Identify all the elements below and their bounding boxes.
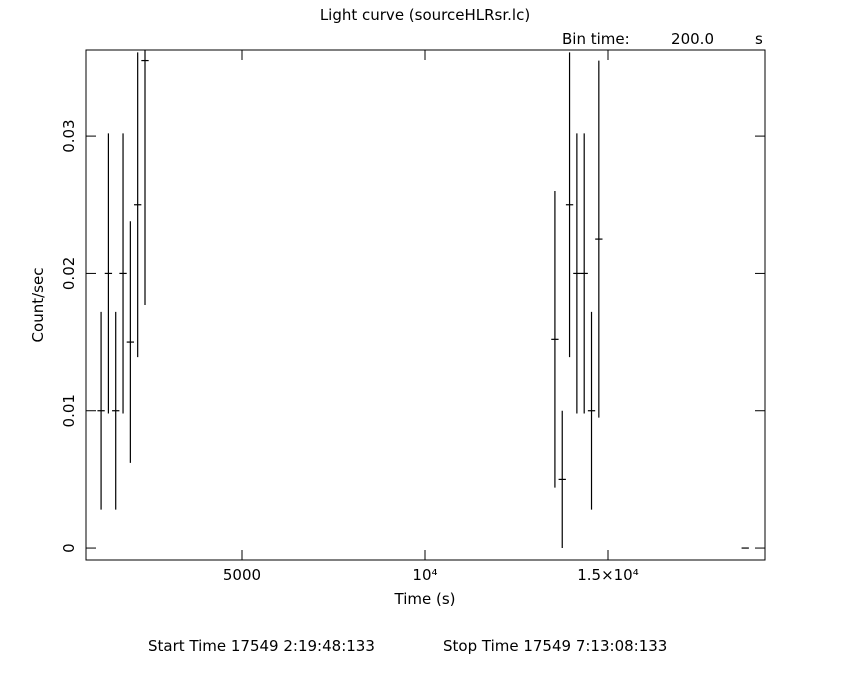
y-tick-label: 0.03 [60, 119, 78, 152]
x-tick-label: 10⁴ [412, 566, 437, 584]
start-time: Start Time 17549 2:19:48:133 [148, 637, 375, 655]
y-axis-label: Count/sec [29, 268, 47, 343]
y-tick-label: 0.01 [60, 394, 78, 427]
x-tick-label: 1.5×10⁴ [577, 566, 639, 584]
plot-area [97, 50, 749, 549]
y-tick-label: 0 [60, 543, 78, 553]
bin-time-label: Bin time: [562, 30, 630, 48]
bin-time: 200.0 [671, 30, 714, 48]
stop-time: Stop Time 17549 7:13:08:133 [443, 637, 667, 655]
chart-title: Light curve (sourceHLRsr.lc) [320, 6, 530, 24]
plot-frame [85, 49, 766, 561]
bin-time-unit: s [755, 30, 763, 48]
y-tick-label: 0.02 [60, 257, 78, 290]
x-tick-label: 5000 [223, 566, 261, 584]
x-axis-label: Time (s) [394, 590, 456, 608]
